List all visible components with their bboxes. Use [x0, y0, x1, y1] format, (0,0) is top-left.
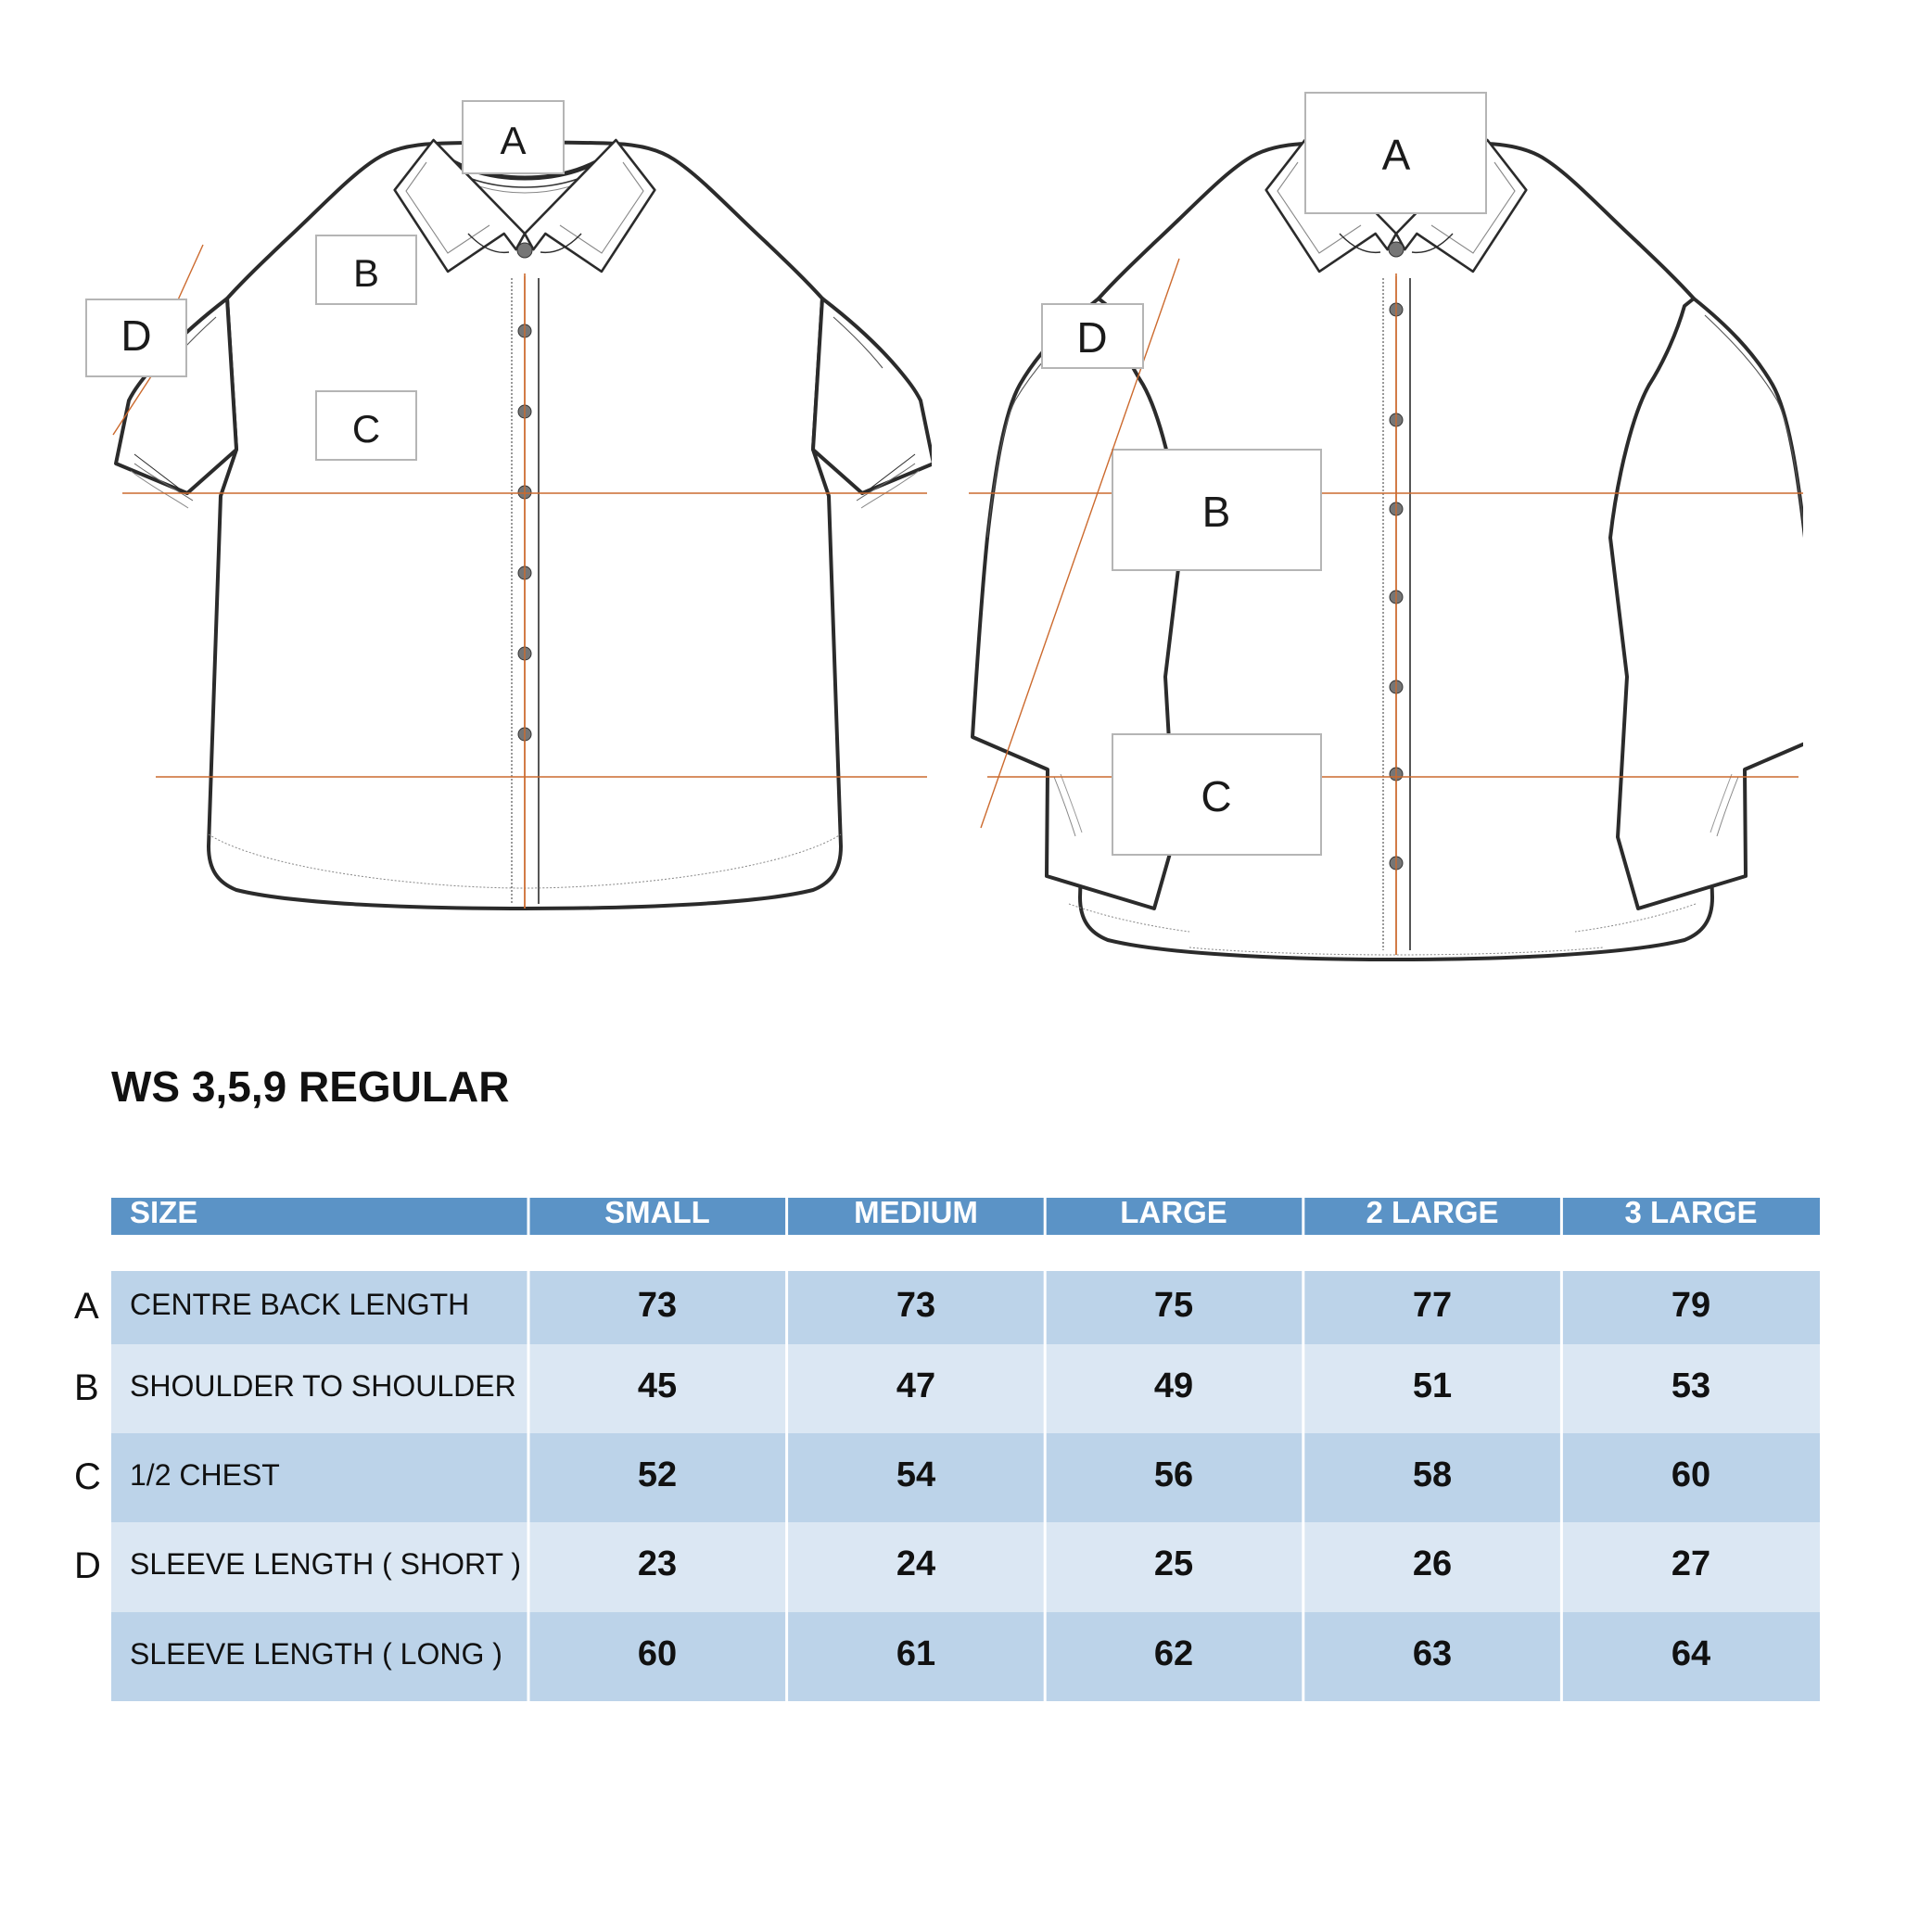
svg-text:SHOULDER TO SHOULDER: SHOULDER TO SHOULDER [130, 1369, 516, 1403]
svg-text:26: 26 [1413, 1544, 1452, 1583]
svg-text:62: 62 [1154, 1634, 1193, 1673]
svg-text:A: A [74, 1286, 99, 1327]
svg-text:64: 64 [1671, 1634, 1710, 1673]
svg-text:45: 45 [638, 1366, 677, 1405]
svg-text:51: 51 [1413, 1366, 1452, 1405]
svg-text:75: 75 [1154, 1286, 1193, 1325]
svg-text:27: 27 [1671, 1544, 1710, 1583]
svg-text:SLEEVE LENGTH ( LONG ): SLEEVE LENGTH ( LONG ) [130, 1637, 502, 1671]
svg-text:SLEEVE LENGTH ( SHORT ): SLEEVE LENGTH ( SHORT ) [130, 1547, 521, 1581]
svg-text:47: 47 [896, 1366, 935, 1405]
svg-text:60: 60 [638, 1634, 677, 1673]
svg-text:SIZE: SIZE [130, 1195, 197, 1229]
svg-text:49: 49 [1154, 1366, 1193, 1405]
svg-text:1/2 CHEST: 1/2 CHEST [130, 1458, 280, 1492]
svg-text:SMALL: SMALL [604, 1195, 710, 1229]
svg-text:58: 58 [1413, 1455, 1452, 1494]
svg-text:D: D [74, 1545, 101, 1586]
svg-text:54: 54 [896, 1455, 935, 1494]
svg-text:CENTRE BACK LENGTH: CENTRE BACK LENGTH [130, 1288, 469, 1321]
svg-text:C: C [74, 1456, 101, 1497]
svg-text:73: 73 [638, 1286, 677, 1325]
svg-text:56: 56 [1154, 1455, 1193, 1494]
svg-text:63: 63 [1413, 1634, 1452, 1673]
svg-text:60: 60 [1671, 1455, 1710, 1494]
svg-text:77: 77 [1413, 1286, 1452, 1325]
svg-text:23: 23 [638, 1544, 677, 1583]
svg-text:3 LARGE: 3 LARGE [1624, 1195, 1757, 1229]
svg-text:52: 52 [638, 1455, 677, 1494]
svg-text:61: 61 [896, 1634, 935, 1673]
svg-text:MEDIUM: MEDIUM [854, 1195, 978, 1229]
svg-text:2 LARGE: 2 LARGE [1366, 1195, 1498, 1229]
svg-text:B: B [74, 1367, 99, 1408]
svg-text:25: 25 [1154, 1544, 1193, 1583]
svg-text:53: 53 [1671, 1366, 1710, 1405]
svg-text:79: 79 [1671, 1286, 1710, 1325]
svg-text:73: 73 [896, 1286, 935, 1325]
svg-text:24: 24 [896, 1544, 935, 1583]
svg-text:LARGE: LARGE [1120, 1195, 1227, 1229]
